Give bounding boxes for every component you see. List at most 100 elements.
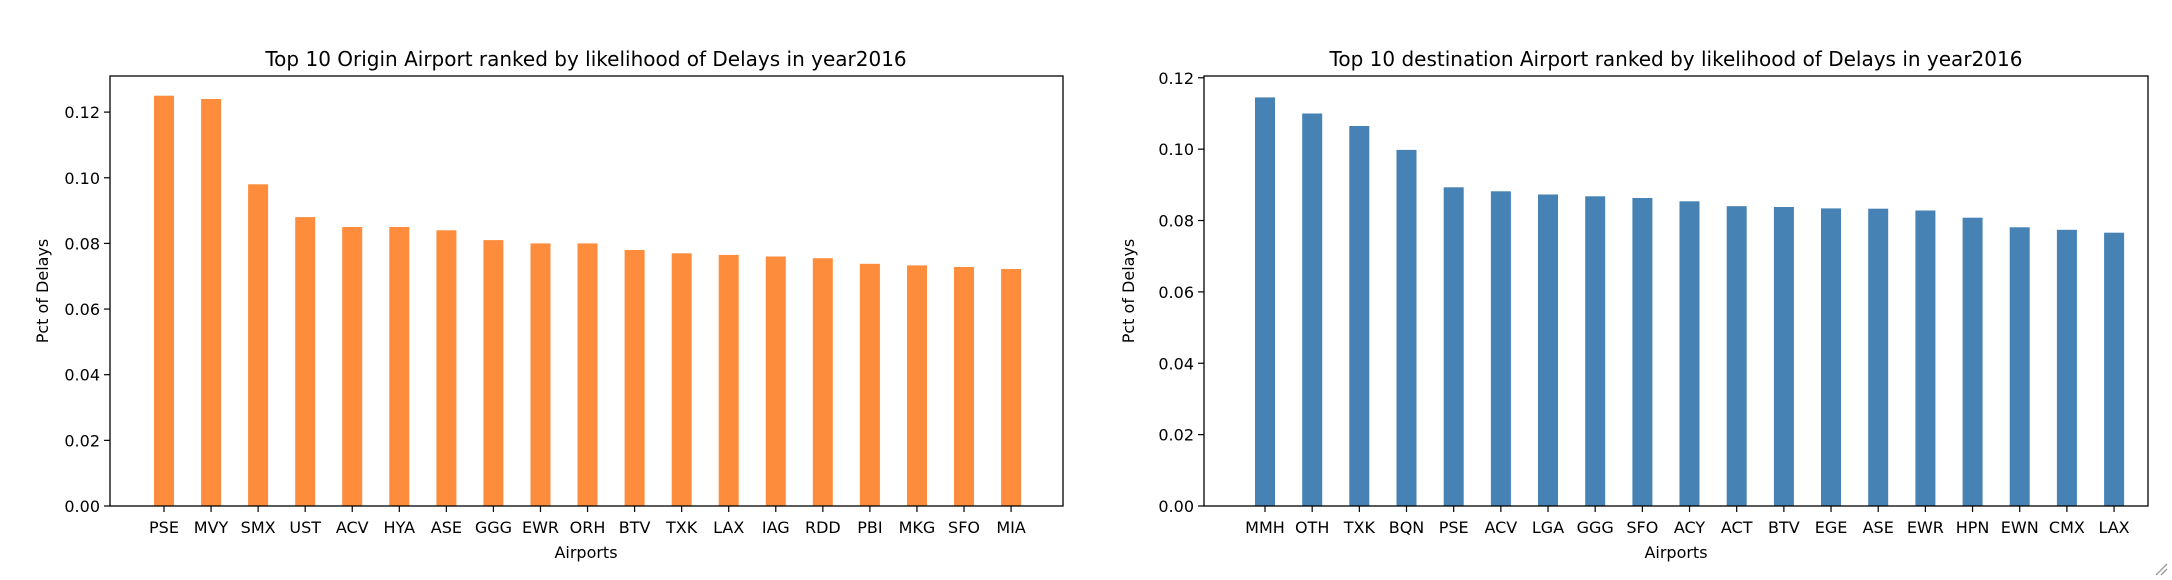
x-tick-label: CMX — [2049, 518, 2085, 537]
bar-hya — [389, 227, 410, 506]
x-tick-label: BTV — [619, 518, 651, 537]
x-tick-label: ORH — [570, 518, 606, 537]
x-tick-label: BQN — [1389, 518, 1425, 537]
bar-cmx — [2056, 229, 2077, 507]
bar-mkg — [907, 265, 927, 506]
bar-pse — [154, 95, 174, 506]
bar-mia — [1001, 269, 1022, 506]
y-tick-label: 0.08 — [64, 234, 100, 253]
y-tick-label: 0.06 — [1158, 283, 1194, 302]
y-tick-label: 0.08 — [1158, 212, 1194, 231]
x-tick-label: RDD — [805, 518, 841, 537]
bar-act — [1726, 206, 1747, 506]
y-tick-label: 0.02 — [64, 431, 100, 450]
x-tick-label: HYA — [384, 518, 416, 537]
bar-pbi — [859, 263, 880, 506]
x-tick-label: EWN — [2001, 518, 2039, 537]
x-tick-label: GGG — [1577, 518, 1614, 537]
bar-acv — [342, 227, 363, 506]
x-tick-label: SFO — [948, 518, 980, 537]
x-tick-label: EWR — [1907, 518, 1944, 537]
bar-bqn — [1396, 149, 1417, 506]
bar-ewr — [530, 243, 551, 506]
x-tick-label: ACY — [1674, 518, 1706, 537]
x-tick-label: LAX — [2098, 518, 2129, 537]
bar-lax — [2104, 232, 2125, 506]
x-tick-label: OTH — [1295, 518, 1329, 537]
x-tick-label: LGA — [1532, 518, 1564, 537]
x-tick-label: ASE — [1863, 518, 1894, 537]
x-tick-label: PSE — [149, 518, 179, 537]
bar-ewn — [2009, 227, 2030, 507]
bar-lax — [718, 254, 739, 506]
x-axis-label: Airports — [554, 543, 617, 562]
bar-ggg — [483, 240, 504, 506]
y-tick-label: 0.04 — [1158, 354, 1194, 373]
x-tick-label: BTV — [1768, 518, 1800, 537]
origin-airport-chart: Top 10 Origin Airport ranked by likeliho… — [33, 47, 1064, 562]
x-tick-label: ACV — [336, 518, 369, 537]
bar-oth — [1302, 113, 1323, 506]
bar-mvy — [201, 99, 222, 506]
x-tick-label: HPN — [1956, 518, 1990, 537]
x-tick-label: EWR — [522, 518, 559, 537]
x-tick-label: MIA — [996, 518, 1026, 537]
y-axis-label: Pct of Delays — [1119, 239, 1138, 344]
bar-ust — [295, 217, 316, 506]
x-tick-label: GGG — [475, 518, 512, 537]
x-tick-label: SFO — [1626, 518, 1658, 537]
destination-airport-chart: Top 10 destination Airport ranked by lik… — [1119, 47, 2149, 562]
y-tick-label: 0.06 — [64, 300, 100, 319]
bar-pse — [1443, 187, 1464, 507]
bar-txk — [671, 253, 692, 506]
chart-title: Top 10 destination Airport ranked by lik… — [1329, 47, 2023, 71]
x-tick-label: TXK — [1343, 518, 1376, 537]
y-tick-label: 0.10 — [1158, 140, 1194, 159]
plot-frame — [109, 75, 1064, 507]
bar-ggg — [1585, 196, 1606, 507]
bar-orh — [577, 243, 598, 506]
bar-sfo — [1632, 198, 1653, 506]
bar-lga — [1538, 194, 1558, 506]
x-tick-label: PSE — [1439, 518, 1469, 537]
x-tick-label: ACV — [1484, 518, 1517, 537]
bar-btv — [624, 250, 645, 506]
bar-ase — [436, 230, 457, 507]
bar-ase — [1868, 208, 1889, 506]
bar-ewr — [1915, 210, 1936, 506]
x-tick-label: LAX — [713, 518, 744, 537]
bar-iag — [765, 256, 786, 506]
x-tick-label: MKG — [899, 518, 936, 537]
bar-mmh — [1255, 97, 1275, 507]
resize-handle-icon[interactable] — [2154, 562, 2168, 576]
x-tick-label: IAG — [762, 518, 790, 537]
x-tick-label: ASE — [431, 518, 462, 537]
bar-acv — [1490, 191, 1511, 507]
y-axis-label: Pct of Delays — [33, 239, 52, 344]
y-tick-label: 0.12 — [64, 103, 100, 122]
y-tick-label: 0.10 — [64, 169, 100, 188]
y-tick-label: 0.00 — [1158, 497, 1194, 516]
x-tick-label: UST — [289, 518, 321, 537]
x-tick-label: MMH — [1245, 518, 1285, 537]
bar-acy — [1679, 201, 1700, 507]
bar-hpn — [1962, 217, 1983, 506]
y-tick-label: 0.04 — [64, 366, 100, 385]
bar-sfo — [954, 267, 974, 506]
bar-ege — [1821, 208, 1841, 506]
x-tick-label: EGE — [1815, 518, 1848, 537]
y-tick-label: 0.12 — [1158, 69, 1194, 88]
bar-rdd — [812, 258, 833, 506]
x-tick-label: MVY — [194, 518, 229, 537]
x-tick-label: TXK — [665, 518, 698, 537]
x-tick-label: PBI — [857, 518, 882, 537]
bar-txk — [1349, 126, 1370, 506]
x-tick-label: SMX — [241, 518, 276, 537]
x-axis-label: Airports — [1644, 543, 1707, 562]
y-tick-label: 0.02 — [1158, 426, 1194, 445]
bar-btv — [1773, 207, 1794, 506]
y-tick-label: 0.00 — [64, 497, 100, 516]
x-tick-label: ACT — [1721, 518, 1753, 537]
plot-frame — [1203, 75, 2149, 507]
bar-smx — [248, 184, 269, 507]
